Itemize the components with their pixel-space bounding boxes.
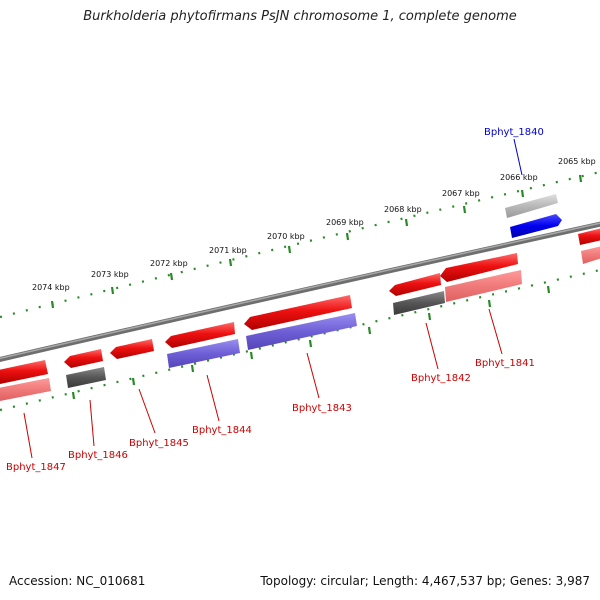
gene-feature-bphyt-1840[interactable] [505,194,562,238]
tick-label: 2067 kbp [442,189,480,198]
tick-label: 2065 kbp [558,157,596,166]
gene-arrow [246,313,357,350]
gene-feature-bphyt-1841[interactable] [440,253,522,302]
tick-label: 2068 kbp [384,205,422,214]
gene-arrow-partial [581,246,600,264]
gene-arrow [445,270,522,302]
tick-label: 2069 kbp [326,218,364,227]
gene-labels: Bphyt_1840 Bphyt_1841 Bphyt_1842 Bphyt_1… [6,127,544,473]
gene-label-bphyt-1846[interactable]: Bphyt_1846 [68,450,128,461]
gene-arrow [505,194,558,218]
tick-label: 2074 kbp [32,283,70,292]
gene-feature-bphyt-1844[interactable] [165,322,240,368]
gene-arrow [66,367,106,388]
tick-label: 2070 kbp [267,232,305,241]
gene-arrow [0,378,51,401]
genome-backbone [0,221,600,362]
gene-arrow-partial [578,228,600,245]
tick-label: 2071 kbp [209,246,247,255]
gene-arrow [0,360,48,384]
gene-arrow [393,291,445,315]
gene-arrow [167,339,240,368]
gene-label-bphyt-1847[interactable]: Bphyt_1847 [6,462,66,473]
gene-feature-bphyt-1846[interactable] [64,349,106,388]
gene-feature-bphyt-1847[interactable] [0,360,51,401]
gene-feature-bphyt-1842[interactable] [389,273,445,315]
accession-text: Accession: NC_010681 [9,574,146,588]
major-ticks-inner [71,285,551,400]
tick-labels: 2074 kbp 2073 kbp 2072 kbp 2071 kbp 2070… [32,157,596,292]
gene-arrow [510,214,562,238]
tick-label: 2072 kbp [150,259,188,268]
gene-arrow [64,349,103,368]
gene-arrow [110,339,154,359]
gene-leader-lines [23,138,523,459]
tick-label: 2073 kbp [91,270,129,279]
map-title: Burkholderia phytofirmans PsJN chromosom… [83,9,517,24]
gene-arrow [440,253,518,282]
gene-label-bphyt-1843[interactable]: Bphyt_1843 [292,403,352,414]
gene-arrow [165,322,235,348]
gene-arrow [244,295,352,330]
gene-label-bphyt-1841[interactable]: Bphyt_1841 [475,358,535,369]
gene-feature-bphyt-1843[interactable] [244,295,357,350]
major-ticks-outer [50,174,583,309]
gene-label-bphyt-1840[interactable]: Bphyt_1840 [484,127,544,138]
genome-summary-text: Topology: circular; Length: 4,467,537 bp… [260,574,590,588]
gene-label-bphyt-1842[interactable]: Bphyt_1842 [411,373,471,384]
gene-arrow [389,273,441,296]
gene-feature-bphyt-1845[interactable] [110,339,154,359]
gene-label-bphyt-1845[interactable]: Bphyt_1845 [129,438,189,449]
gene-label-bphyt-1844[interactable]: Bphyt_1844 [192,425,252,436]
tick-label: 2066 kbp [500,173,538,182]
